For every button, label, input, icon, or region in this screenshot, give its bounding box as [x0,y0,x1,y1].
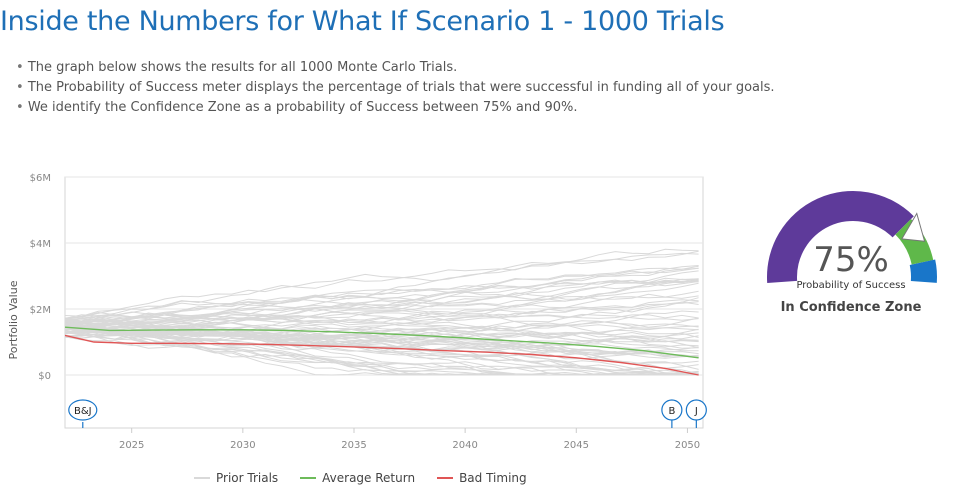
legend-average[interactable]: Average Return [300,471,415,485]
info-list: The graph below shows the results for al… [16,58,775,118]
y-axis-label: Portfolio Value [7,280,20,359]
plot-frame [64,176,704,429]
x-tick-label: 2045 [564,440,589,451]
y-tick-label: $0 [38,371,51,382]
prior-trial-line [64,310,699,333]
prior-trial-line [64,297,699,334]
prior-trial-line [64,322,699,376]
milestone-marker-label: J [694,406,698,417]
milestone-marker [68,399,98,421]
prior-trial-line [64,325,699,376]
x-tick-label: 2050 [675,440,700,451]
prior-trial-line [64,320,699,357]
x-tick-label: 2035 [341,440,366,451]
milestone-marker-label: B [668,406,675,417]
prior-trial-line [64,250,699,319]
prior-trial-line [64,329,699,348]
prior-trial-line [64,280,699,322]
bad-timing-line [64,334,699,376]
prior-trials-lines [64,248,699,376]
prior-trial-line [64,329,699,376]
prior-trial-line [64,282,699,326]
chart-ticks: $0 $2M $4M $6M 2025 2030 2035 2040 2045 2050 [30,173,701,451]
info-bullet: We identify the Confidence Zone as a pro… [16,98,775,118]
gauge-arc-below [767,190,914,283]
prior-trial-line [64,267,699,328]
info-bullet: The graph below shows the results for al… [16,58,775,78]
gauge-arc-confidence [895,219,934,265]
gauge-arc-above [909,259,937,283]
average-return-line [64,326,699,359]
chart-legend: Prior Trials Average Return Bad Timing [194,471,527,485]
probability-gauge [767,190,937,283]
chart-grid [64,176,704,429]
prior-trial-line [64,252,699,319]
y-tick-label: $6M [30,173,51,184]
milestone-marker-label: B&J [74,406,92,417]
x-tick-label: 2030 [230,440,255,451]
milestone-marker [661,399,683,421]
confidence-zone-label: In Confidence Zone [780,300,922,315]
prior-trial-line [64,265,699,319]
prior-trial-line [64,278,699,325]
info-bullet: The Probability of Success meter display… [16,78,775,98]
milestone-marker [685,399,707,421]
x-tick-label: 2025 [119,440,144,451]
y-tick-label: $2M [30,305,51,316]
prior-trial-line [64,279,699,329]
legend-prior[interactable]: Prior Trials [194,471,278,485]
x-tick-label: 2040 [452,440,477,451]
legend-bad[interactable]: Bad Timing [437,471,527,485]
gauge-label: Probability of Success [796,280,906,291]
legend-swatch [437,477,454,479]
legend-label: Average Return [322,471,416,485]
gauge-pointer [901,212,926,242]
prior-trial-line [64,331,699,359]
prior-trial-line [64,320,699,355]
chart-series [64,326,699,376]
legend-label: Bad Timing [459,471,527,485]
legend-swatch [300,477,317,479]
prior-trial-line [64,295,699,330]
y-tick-label: $4M [30,239,51,250]
page-title: Inside the Numbers for What If Scenario … [0,6,725,37]
chart-markers: B&J B J [68,399,707,428]
prior-trial-line [64,309,699,326]
gauge-value: 75% [813,240,889,280]
prior-trial-line [64,248,699,323]
prior-trial-line [65,299,699,333]
prior-trial-line [64,265,699,337]
legend-swatch [194,477,210,479]
legend-label: Prior Trials [216,471,279,485]
